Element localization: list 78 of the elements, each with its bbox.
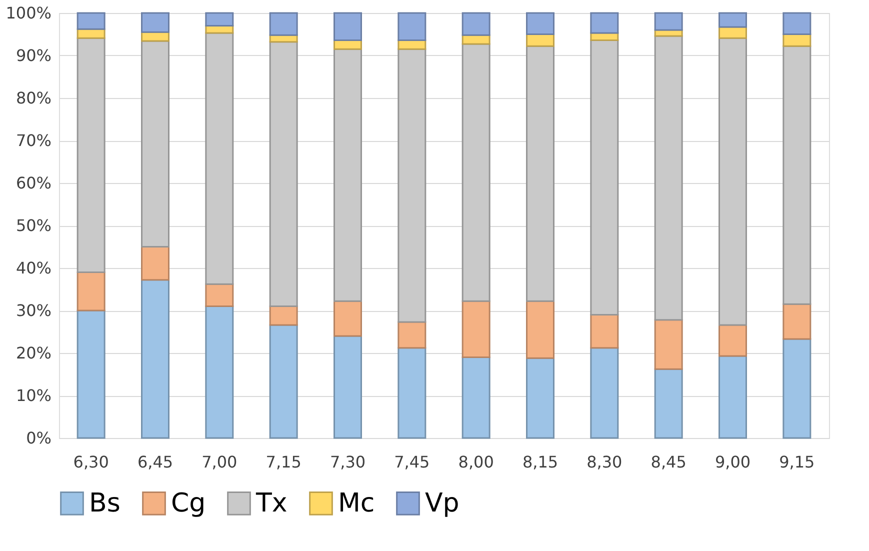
bar <box>462 300 490 358</box>
bar <box>205 12 234 26</box>
bar <box>462 356 490 439</box>
bar <box>526 12 554 35</box>
x-tick-label: 8,30 <box>586 452 622 472</box>
x-tick-label: 9,00 <box>714 452 751 472</box>
bar <box>590 12 619 34</box>
x-tick-label: 8,45 <box>650 452 686 472</box>
bar <box>654 368 683 439</box>
bar <box>334 335 362 439</box>
y-tick-label: 80% <box>16 88 52 108</box>
bar <box>398 12 426 41</box>
y-tick-label: 100% <box>6 4 52 22</box>
bar <box>526 45 554 302</box>
bar <box>141 246 170 281</box>
bar <box>398 48 426 323</box>
bar <box>782 45 812 305</box>
bar <box>141 12 170 33</box>
legend-label: Vp <box>425 488 460 518</box>
bar <box>654 12 683 31</box>
bar <box>334 12 362 41</box>
x-tick-label: 6,30 <box>73 452 109 472</box>
bar <box>205 283 234 307</box>
bar <box>269 41 298 307</box>
bar <box>718 324 747 357</box>
legend-label: Tx <box>255 488 288 518</box>
bar <box>462 43 490 302</box>
legend-label: Mc <box>338 488 375 518</box>
y-tick-label: 0% <box>26 428 52 448</box>
x-tick-label: 9,15 <box>779 452 815 472</box>
bar <box>654 35 683 321</box>
bar <box>590 39 619 316</box>
y-tick-label: 20% <box>16 344 52 362</box>
bar <box>205 32 234 285</box>
x-tick-label: 7,15 <box>266 452 302 472</box>
bar <box>782 34 812 47</box>
x-tick-label: 8,15 <box>522 452 558 472</box>
bar <box>269 306 298 326</box>
bar <box>398 321 426 349</box>
bar <box>718 355 747 439</box>
bar <box>718 12 747 28</box>
bar <box>526 300 554 359</box>
bar <box>590 314 619 349</box>
bar <box>141 40 170 248</box>
x-tick-label: 6,45 <box>137 452 174 472</box>
y-tick-label: 10% <box>16 386 52 405</box>
bar <box>782 338 812 439</box>
bar <box>269 324 298 439</box>
bar <box>334 48 362 302</box>
bar <box>782 303 812 340</box>
y-tick-label: 40% <box>16 258 52 278</box>
legend-label: Bs <box>89 488 120 518</box>
y-tick-label: 50% <box>16 216 52 235</box>
bar <box>334 300 362 337</box>
x-tick-label: 7,00 <box>202 452 238 472</box>
bar <box>205 306 234 439</box>
bar <box>526 357 554 439</box>
bar <box>462 12 490 36</box>
bar <box>398 347 426 439</box>
bar <box>782 12 812 35</box>
bar <box>76 310 106 439</box>
y-tick-label: 60% <box>16 174 52 192</box>
bar <box>76 12 106 30</box>
legend-label: Cg <box>171 488 206 518</box>
bar <box>76 272 106 312</box>
bar <box>526 34 554 47</box>
y-tick-label: 70% <box>16 131 52 150</box>
bar <box>718 37 747 326</box>
bar <box>590 347 619 439</box>
bar <box>76 37 106 273</box>
x-tick-label: 8,00 <box>458 452 494 472</box>
bar <box>269 12 298 36</box>
y-tick-label: 30% <box>16 301 52 320</box>
x-tick-label: 7,30 <box>330 452 366 472</box>
bar <box>141 279 170 439</box>
x-tick-label: 7,45 <box>394 452 430 472</box>
bar <box>654 319 683 370</box>
y-tick-label: 90% <box>16 46 52 65</box>
